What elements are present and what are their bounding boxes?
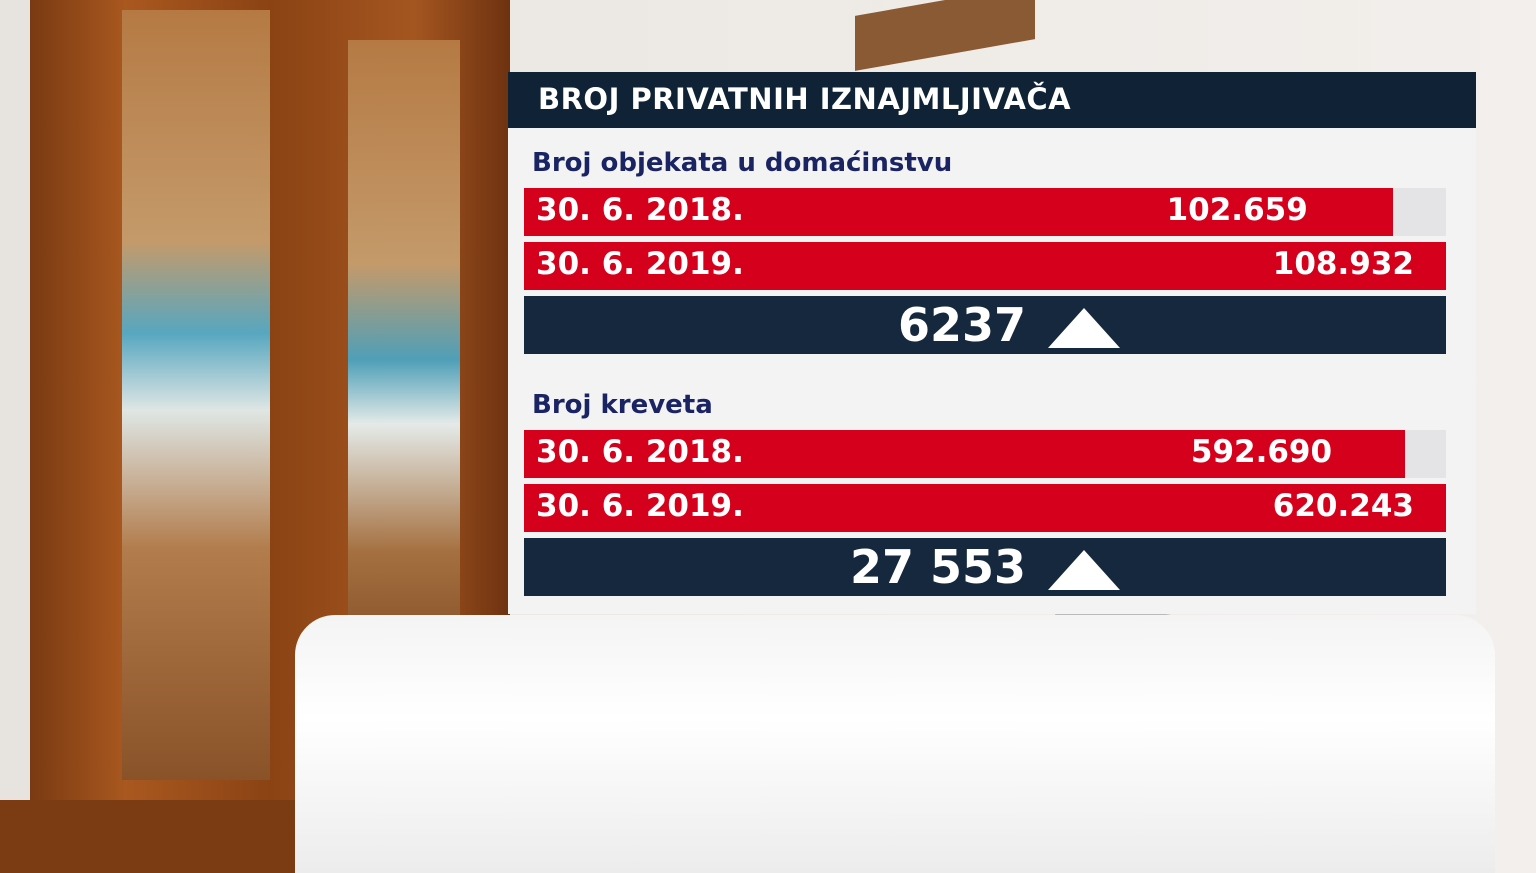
floor — [0, 800, 320, 873]
difference-bar: 27 553 — [524, 538, 1446, 596]
bar-value-label: 592.690 — [1190, 434, 1333, 470]
difference-value: 6237 — [897, 298, 1026, 352]
bar: 30. 6. 2019. 620.243 — [524, 484, 1446, 532]
chart-subtitle: Broj kreveta — [532, 390, 713, 420]
bar-value-label: 102.659 — [1166, 192, 1308, 228]
bar: 30. 6. 2018. 102.659 — [524, 188, 1393, 236]
bar-value-label: 108.932 — [1272, 246, 1414, 282]
bar-track: 30. 6. 2019. 108.932 — [524, 242, 1446, 290]
triangle-up-icon — [1048, 308, 1120, 348]
bar-track: 30. 6. 2018. 102.659 — [524, 188, 1446, 236]
bar-value-label: 620.243 — [1272, 488, 1414, 524]
difference-bar: 6237 — [524, 296, 1446, 354]
triangle-up-icon — [1048, 550, 1120, 590]
door-glass-left — [122, 10, 270, 780]
infographic-panel: BROJ PRIVATNIH IZNAJMLJIVAČA Broj objeka… — [508, 72, 1476, 614]
bar: 30. 6. 2019. 108.932 — [524, 242, 1446, 290]
bar-category-label: 30. 6. 2018. — [536, 434, 744, 470]
bar-category-label: 30. 6. 2019. — [536, 246, 744, 282]
bar: 30. 6. 2018. 592.690 — [524, 430, 1406, 478]
door-glass-right — [348, 40, 460, 680]
bar-category-label: 30. 6. 2018. — [536, 192, 744, 228]
bed — [295, 615, 1495, 873]
chart-subtitle: Broj objekata u domaćinstvu — [532, 148, 953, 178]
header-bar: BROJ PRIVATNIH IZNAJMLJIVAČA — [508, 72, 1476, 128]
difference-value: 27 553 — [849, 540, 1026, 594]
bar-track: 30. 6. 2019. 620.243 — [524, 484, 1446, 532]
bar-category-label: 30. 6. 2019. — [536, 488, 744, 524]
bar-track: 30. 6. 2018. 592.690 — [524, 430, 1446, 478]
page-title: BROJ PRIVATNIH IZNAJMLJIVAČA — [538, 82, 1072, 116]
